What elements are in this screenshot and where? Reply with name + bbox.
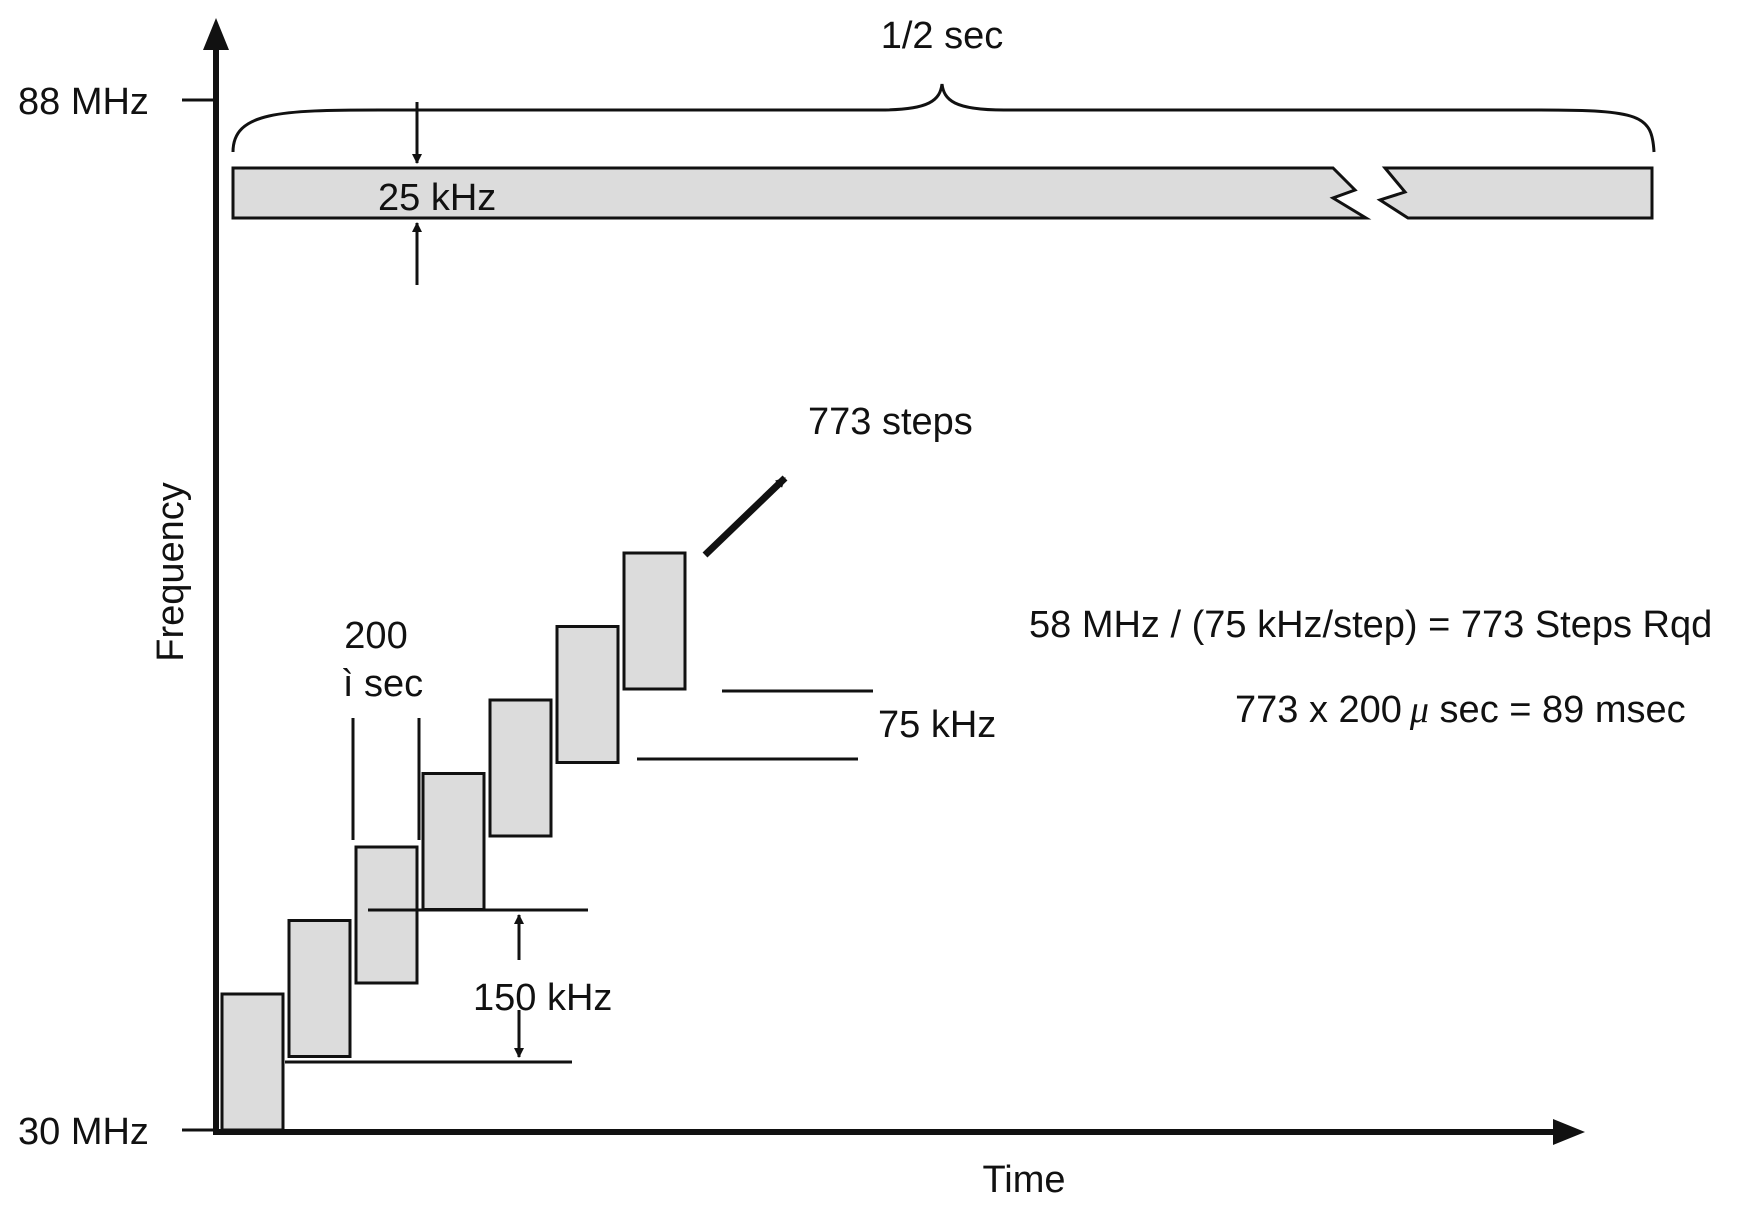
y-bottom-label: 30 MHz	[18, 1111, 149, 1153]
fixed-band-left	[231, 166, 1372, 220]
equations: 58 MHz / (75 kHz/step) = 773 Steps Rqd 7…	[1029, 604, 1712, 731]
step-height-label: 75 kHz	[878, 704, 996, 746]
dwell-unit-label: ì sec	[343, 663, 423, 705]
hop-step-5	[488, 698, 553, 838]
equation-time-prefix: 773 x 200	[1235, 689, 1402, 731]
steps-arrow	[702, 475, 788, 558]
staircase	[220, 551, 687, 1132]
band-width-label: 25 kHz	[378, 177, 496, 219]
hop-step-2	[287, 919, 352, 1058]
hop-step-1	[220, 992, 285, 1132]
y-axis-title: Frequency	[150, 482, 192, 662]
y-axis-arrowhead	[203, 18, 229, 50]
equation-steps: 58 MHz / (75 kHz/step) = 773 Steps Rqd	[1029, 604, 1712, 646]
half-sec-label: 1/2 sec	[881, 15, 1004, 57]
x-axis-title: Time	[982, 1159, 1065, 1201]
hop-step-7	[622, 551, 687, 691]
half-sec-brace	[231, 83, 1656, 153]
steps-label: 773 steps	[808, 401, 973, 443]
two-step-label: 150 kHz	[473, 977, 612, 1019]
step-annotations: 773 steps 200 ì sec 75 kHz 150 kHz	[285, 401, 996, 1064]
hop-step-3	[354, 845, 419, 985]
hop-step-6	[555, 625, 620, 764]
x-axis-arrowhead	[1553, 1119, 1585, 1145]
axes: 88 MHz 30 MHz Frequency Time	[18, 18, 1585, 1201]
dwell-value-label: 200	[344, 615, 407, 657]
equation-time: 773 x 200 μ sec = 89 msec	[1235, 689, 1686, 731]
y-top-label: 88 MHz	[18, 81, 149, 123]
fixed-band-right	[1376, 166, 1654, 220]
equation-time-suffix: sec = 89 msec	[1429, 689, 1686, 731]
hop-step-4	[421, 772, 486, 911]
equation-time-mu: μ	[1409, 689, 1429, 731]
fixed-band-group: 1/2 sec 25 kHz	[231, 15, 1656, 285]
